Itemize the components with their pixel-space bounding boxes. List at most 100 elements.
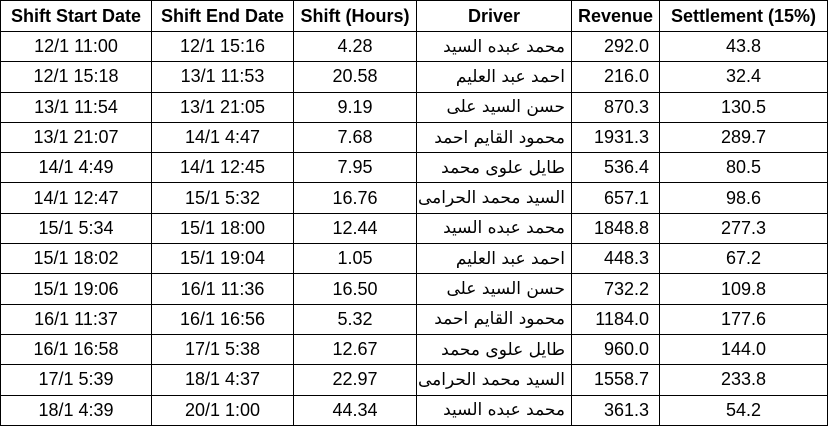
table-row: 12/1 15:18 13/1 11:53 20.58 احمد عبد العليم…	[0, 61, 828, 93]
revenue-cell: 732.2	[571, 273, 660, 305]
shift-settlement-table: Shift Start Date Shift End Date Shift (H…	[0, 0, 828, 426]
table-row: 15/1 18:02 15/1 19:04 1.05 احمد عبد العليم 4…	[0, 243, 828, 275]
revenue-cell: 292.0	[571, 30, 660, 63]
revenue-cell: 870.3	[571, 91, 660, 123]
shift-hours-cell: 9.19	[293, 91, 417, 123]
table-row: 14/1 12:47 15/1 5:32 16.76 السيد محمد الحرا…	[0, 182, 828, 214]
shift-hours-cell: 5.32	[293, 303, 417, 335]
shift-start-cell: 12/1 15:18	[0, 61, 152, 93]
shift-start-cell: 12/1 11:00	[0, 30, 152, 63]
settlement-cell: 233.8	[659, 364, 828, 396]
shift-start-cell: 17/1 5:39	[0, 364, 152, 396]
shift-end-cell: 12/1 15:16	[151, 30, 294, 63]
header-settlement: Settlement (15%)	[659, 0, 828, 32]
driver-cell: السيد محمد الحرامى	[416, 182, 572, 214]
shift-hours-cell: 16.50	[293, 273, 417, 305]
table-row: 15/1 5:34 15/1 18:00 12.44 محمد عبده السيد 1…	[0, 212, 828, 245]
table-row: 18/1 4:39 20/1 1:00 44.34 محمد عبده السيد 36…	[0, 394, 828, 426]
settlement-cell: 277.3	[659, 212, 828, 245]
table-row: 13/1 11:54 13/1 21:05 9.19 حسن السيد على 870…	[0, 91, 828, 123]
revenue-cell: 1848.8	[571, 212, 660, 245]
shift-hours-cell: 7.95	[293, 152, 417, 184]
settlement-cell: 32.4	[659, 61, 828, 93]
driver-cell: طايل علوى محمد	[416, 333, 572, 366]
shift-hours-cell: 4.28	[293, 30, 417, 63]
driver-cell: محمود القايم احمد	[416, 121, 572, 154]
revenue-cell: 960.0	[571, 333, 660, 366]
driver-cell: احمد عبد العليم	[416, 243, 572, 275]
shift-end-cell: 16/1 11:36	[151, 273, 294, 305]
revenue-cell: 1558.7	[571, 364, 660, 396]
shift-end-cell: 20/1 1:00	[151, 394, 294, 426]
driver-cell: محمد عبده السيد	[416, 212, 572, 245]
header-revenue: Revenue	[571, 0, 660, 32]
driver-cell: محمد عبده السيد	[416, 394, 572, 426]
table-row: 13/1 21:07 14/1 4:47 7.68 محمود القايم احمد…	[0, 121, 828, 154]
settlement-cell: 80.5	[659, 152, 828, 184]
driver-cell: حسن السيد على	[416, 91, 572, 123]
table-row: 17/1 5:39 18/1 4:37 22.97 السيد محمد الحرام…	[0, 364, 828, 396]
shift-start-cell: 13/1 21:07	[0, 121, 152, 154]
header-shift-hours: Shift (Hours)	[293, 0, 417, 32]
revenue-cell: 1931.3	[571, 121, 660, 154]
shift-hours-cell: 12.44	[293, 212, 417, 245]
settlement-cell: 109.8	[659, 273, 828, 305]
settlement-cell: 43.8	[659, 30, 828, 63]
header-shift-end-date: Shift End Date	[151, 0, 294, 32]
shift-hours-cell: 1.05	[293, 243, 417, 275]
shift-end-cell: 14/1 12:45	[151, 152, 294, 184]
settlement-cell: 54.2	[659, 394, 828, 426]
header-row: Shift Start Date Shift End Date Shift (H…	[0, 0, 828, 32]
shift-hours-cell: 7.68	[293, 121, 417, 154]
shift-end-cell: 15/1 18:00	[151, 212, 294, 245]
shift-start-cell: 18/1 4:39	[0, 394, 152, 426]
table-row: 12/1 11:00 12/1 15:16 4.28 محمد عبده السيد 2…	[0, 30, 828, 63]
shift-end-cell: 15/1 5:32	[151, 182, 294, 214]
shift-end-cell: 18/1 4:37	[151, 364, 294, 396]
table-row: 16/1 11:37 16/1 16:56 5.32 محمود القايم احم…	[0, 303, 828, 335]
header-driver: Driver	[416, 0, 572, 32]
shift-end-cell: 16/1 16:56	[151, 303, 294, 335]
settlement-cell: 177.6	[659, 303, 828, 335]
shift-hours-cell: 12.67	[293, 333, 417, 366]
shift-start-cell: 16/1 11:37	[0, 303, 152, 335]
shift-start-cell: 16/1 16:58	[0, 333, 152, 366]
shift-hours-cell: 20.58	[293, 61, 417, 93]
shift-end-cell: 14/1 4:47	[151, 121, 294, 154]
shift-start-cell: 15/1 5:34	[0, 212, 152, 245]
revenue-cell: 216.0	[571, 61, 660, 93]
settlement-cell: 98.6	[659, 182, 828, 214]
driver-cell: احمد عبد العليم	[416, 61, 572, 93]
driver-cell: محمد عبده السيد	[416, 30, 572, 63]
settlement-cell: 130.5	[659, 91, 828, 123]
settlement-cell: 289.7	[659, 121, 828, 154]
shift-end-cell: 13/1 21:05	[151, 91, 294, 123]
shift-end-cell: 15/1 19:04	[151, 243, 294, 275]
revenue-cell: 536.4	[571, 152, 660, 184]
table-body: 12/1 11:00 12/1 15:16 4.28 محمد عبده السيد 2…	[0, 30, 828, 426]
shift-hours-cell: 16.76	[293, 182, 417, 214]
settlement-cell: 144.0	[659, 333, 828, 366]
revenue-cell: 448.3	[571, 243, 660, 275]
shift-hours-cell: 44.34	[293, 394, 417, 426]
shift-start-cell: 15/1 19:06	[0, 273, 152, 305]
header-shift-start-date: Shift Start Date	[0, 0, 152, 32]
table-row: 16/1 16:58 17/1 5:38 12.67 طايل علوى محمد 96…	[0, 333, 828, 366]
driver-cell: طايل علوى محمد	[416, 152, 572, 184]
driver-cell: السيد محمد الحرامى	[416, 364, 572, 396]
table-row: 14/1 4:49 14/1 12:45 7.95 طايل علوى محمد 536…	[0, 152, 828, 184]
table-header: Shift Start Date Shift End Date Shift (H…	[0, 0, 828, 32]
shift-end-cell: 13/1 11:53	[151, 61, 294, 93]
driver-cell: محمود القايم احمد	[416, 303, 572, 335]
revenue-cell: 1184.0	[571, 303, 660, 335]
driver-cell: حسن السيد على	[416, 273, 572, 305]
shift-start-cell: 14/1 12:47	[0, 182, 152, 214]
shift-end-cell: 17/1 5:38	[151, 333, 294, 366]
settlement-cell: 67.2	[659, 243, 828, 275]
shift-hours-cell: 22.97	[293, 364, 417, 396]
revenue-cell: 361.3	[571, 394, 660, 426]
shift-start-cell: 14/1 4:49	[0, 152, 152, 184]
shift-start-cell: 13/1 11:54	[0, 91, 152, 123]
table-row: 15/1 19:06 16/1 11:36 16.50 حسن السيد على 73…	[0, 273, 828, 305]
shift-start-cell: 15/1 18:02	[0, 243, 152, 275]
